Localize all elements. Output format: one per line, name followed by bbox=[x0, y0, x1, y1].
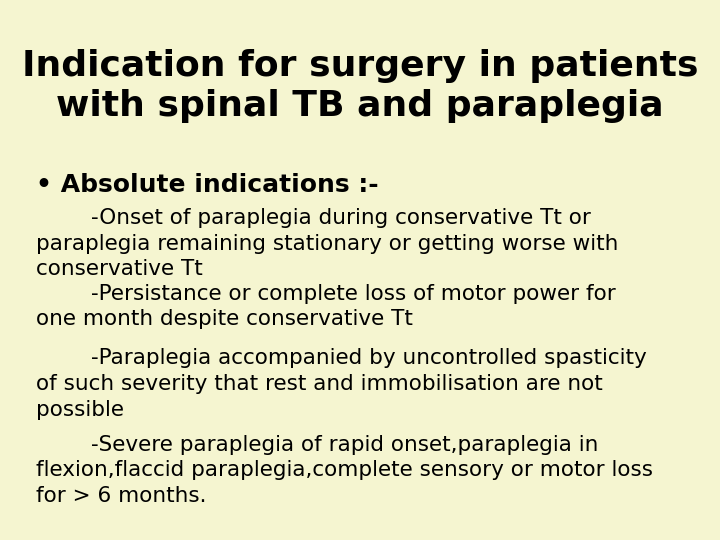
Text: -Severe paraplegia of rapid onset,paraplegia in
flexion,flaccid paraplegia,compl: -Severe paraplegia of rapid onset,parapl… bbox=[36, 435, 653, 506]
Text: -Persistance or complete loss of motor power for
one month despite conservative : -Persistance or complete loss of motor p… bbox=[36, 284, 616, 329]
Text: Indication for surgery in patients
with spinal TB and paraplegia: Indication for surgery in patients with … bbox=[22, 49, 698, 123]
Text: -Paraplegia accompanied by uncontrolled spasticity
of such severity that rest an: -Paraplegia accompanied by uncontrolled … bbox=[36, 348, 647, 420]
Text: • Absolute indications :-: • Absolute indications :- bbox=[36, 173, 379, 197]
Text: -Onset of paraplegia during conservative Tt or
paraplegia remaining stationary o: -Onset of paraplegia during conservative… bbox=[36, 208, 618, 279]
